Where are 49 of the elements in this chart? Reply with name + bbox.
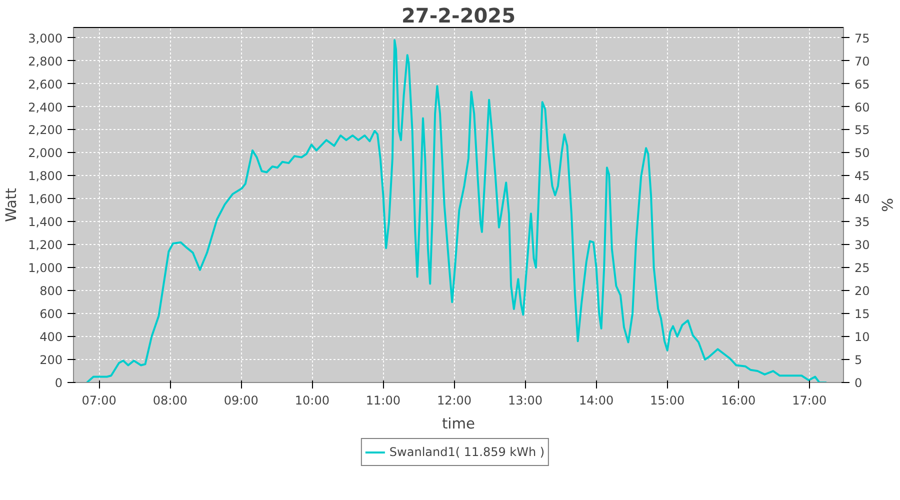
- x-tick-label: 13:00: [508, 394, 543, 408]
- legend-label: Swanland1( 11.859 kWh ): [389, 445, 545, 459]
- y2-tick-label: 70: [854, 54, 870, 68]
- y-tick-label: 2,800: [28, 54, 63, 68]
- y-tick-label: 600: [40, 307, 62, 322]
- x-tick-label: 14:00: [579, 394, 614, 408]
- y2-tick-label: 5: [854, 353, 862, 368]
- y2-tick-label: 15: [854, 307, 870, 322]
- y-tick-label: 200: [40, 353, 62, 368]
- x-tick-label: 16:00: [721, 394, 756, 408]
- x-tick-label: 15:00: [650, 394, 685, 408]
- y-tick-label: 2,600: [28, 77, 63, 92]
- x-tick-label: 08:00: [152, 394, 188, 408]
- y-tick-label: 2,200: [28, 123, 63, 138]
- line-series: [86, 39, 828, 382]
- y-tick-label: 1,600: [28, 192, 63, 206]
- y2-axis-title: %: [878, 198, 895, 212]
- y-tick-label: 400: [40, 330, 62, 344]
- x-tick-label: 07:00: [82, 394, 116, 408]
- y-tick-label: 1,400: [28, 215, 63, 230]
- y-tick-label: 2,000: [28, 146, 63, 160]
- y2-tick-label: 10: [854, 330, 870, 344]
- x-tick-label: 09:00: [224, 394, 258, 408]
- x-tick-label: 17:00: [792, 394, 827, 408]
- x-tick-label: 10:00: [294, 394, 330, 408]
- y-tick-label: 2,400: [28, 100, 63, 114]
- x-tick-label: 11:00: [366, 394, 401, 408]
- y2-tick-label: 35: [854, 215, 870, 230]
- y2-tick-label: 65: [854, 77, 870, 92]
- y-tick-label: 1,800: [28, 169, 63, 184]
- y-tick-label: 800: [40, 284, 62, 298]
- y2-tick-label: 45: [854, 169, 870, 184]
- chart-title: 27-2-2025: [401, 4, 516, 28]
- x-axis-title: time: [442, 416, 476, 432]
- x-tick-label: 12:00: [436, 394, 472, 408]
- y2-tick-label: 40: [854, 192, 870, 206]
- y-tick-label: 1,000: [28, 261, 63, 276]
- y2-tick-label: 75: [854, 31, 870, 46]
- y2-tick-label: 30: [854, 238, 870, 252]
- y2-tick-label: 0: [854, 376, 862, 390]
- y-tick-label: 1,200: [28, 238, 63, 252]
- y2-tick-label: 60: [854, 100, 870, 114]
- y2-tick-label: 55: [854, 123, 870, 138]
- y2-tick-label: 20: [854, 284, 870, 298]
- y2-tick-label: 50: [854, 146, 870, 160]
- y-tick-label: 0: [54, 376, 63, 390]
- y2-tick-label: 25: [854, 261, 870, 276]
- y-tick-label: 3,000: [28, 31, 63, 46]
- y-axis-title: Watt: [3, 188, 20, 222]
